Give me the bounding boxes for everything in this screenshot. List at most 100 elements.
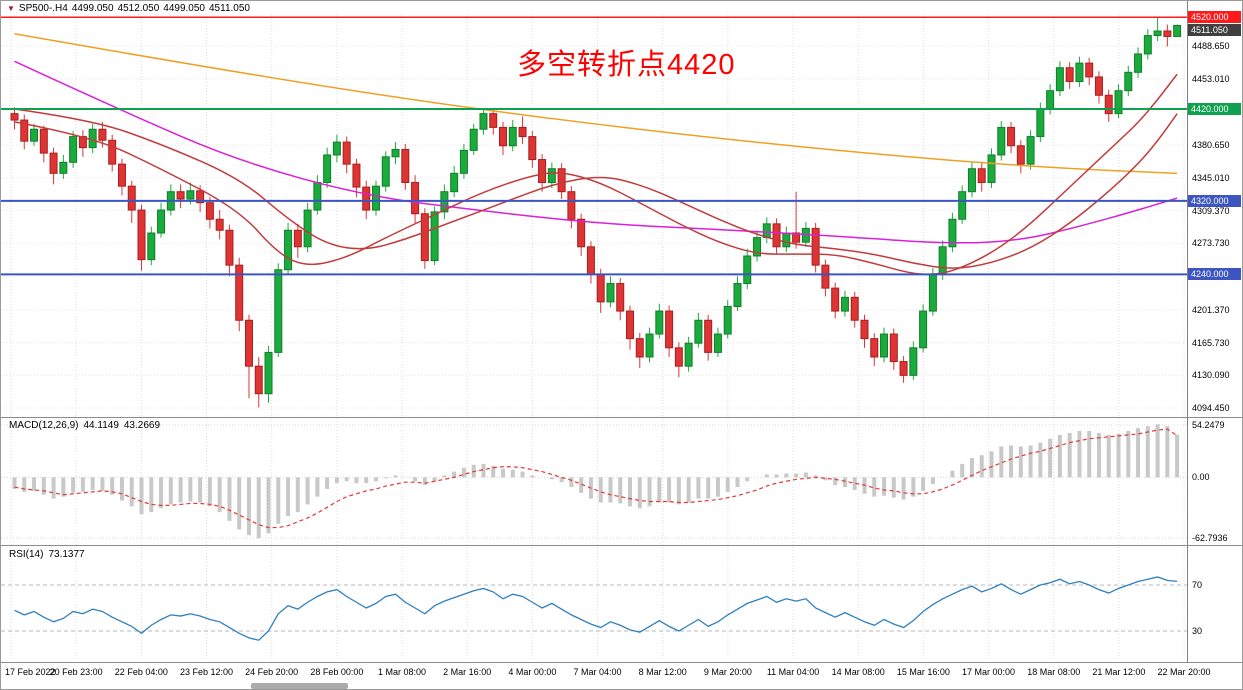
price-axis-label: 4273.730 bbox=[1192, 238, 1230, 249]
candle bbox=[528, 136, 537, 161]
candle bbox=[205, 202, 214, 220]
candle bbox=[313, 182, 322, 211]
candle bbox=[547, 168, 556, 184]
candle bbox=[157, 209, 166, 234]
candle bbox=[1007, 126, 1016, 147]
candle bbox=[645, 333, 654, 358]
candle bbox=[176, 191, 185, 200]
candle bbox=[362, 186, 371, 211]
candle bbox=[1163, 30, 1172, 37]
ohlc-open: 4499.050 bbox=[71, 3, 114, 14]
panel-separator[interactable] bbox=[1, 417, 1242, 418]
price-axis-label: 4130.090 bbox=[1192, 370, 1230, 381]
ohlc-low: 4499.050 bbox=[163, 3, 205, 14]
candle bbox=[1085, 62, 1094, 78]
ma-mid-magenta bbox=[14, 60, 1178, 244]
candle bbox=[870, 338, 879, 358]
candle bbox=[1173, 24, 1182, 37]
candle bbox=[352, 163, 361, 188]
price-badge: 4240.000 bbox=[1188, 268, 1241, 281]
candle bbox=[1153, 30, 1162, 37]
time-axis-label: 23 Feb 12:00 bbox=[179, 667, 234, 677]
candle bbox=[98, 128, 107, 141]
price-axis-label: 4201.370 bbox=[1192, 304, 1230, 315]
price-axis-label: 4094.450 bbox=[1192, 403, 1230, 413]
candle bbox=[889, 333, 898, 363]
macd-value: 44.1149 bbox=[83, 420, 119, 431]
candle bbox=[293, 229, 302, 248]
time-axis-label: 8 Mar 12:00 bbox=[638, 667, 687, 677]
candle bbox=[938, 246, 947, 275]
candle bbox=[137, 209, 146, 261]
time-axis-label: 24 Feb 20:00 bbox=[245, 667, 299, 677]
macd-axis-label: -62.7936 bbox=[1192, 533, 1228, 543]
rsi-indicator-label: RSI(14) 73.1377 bbox=[9, 549, 90, 560]
candle bbox=[459, 149, 468, 174]
time-axis-label: 15 Mar 16:00 bbox=[896, 667, 950, 677]
candle bbox=[606, 283, 615, 303]
time-axis-label: 11 Mar 04:00 bbox=[766, 667, 820, 677]
candle bbox=[10, 113, 19, 121]
price-axis-label: 4165.730 bbox=[1192, 337, 1230, 348]
candle bbox=[596, 273, 605, 303]
time-axis-label: 2 Mar 16:00 bbox=[443, 667, 492, 677]
candle bbox=[332, 141, 341, 156]
candle bbox=[518, 126, 527, 138]
candle bbox=[909, 347, 918, 376]
time-axis-label: 22 Feb 04:00 bbox=[114, 667, 168, 677]
price-axis-label: 4345.010 bbox=[1192, 172, 1230, 183]
ohlc-close: 4511.050 bbox=[209, 3, 250, 14]
candle bbox=[254, 365, 263, 395]
candle bbox=[850, 296, 859, 321]
candle bbox=[899, 361, 908, 376]
candle bbox=[39, 128, 48, 154]
candle bbox=[665, 310, 674, 349]
price-badge: 4520.000 bbox=[1188, 11, 1241, 24]
candle bbox=[117, 163, 126, 187]
chart-ohlc-readout: ▼ SP500-.H4 4499.050 4512.050 4499.050 4511.0… bbox=[7, 3, 254, 14]
candle bbox=[977, 168, 986, 184]
candle bbox=[1075, 62, 1084, 82]
macd-axis-label: 54.2479 bbox=[1192, 420, 1225, 430]
candle bbox=[1046, 90, 1055, 110]
time-axis-label: 22 Mar 20:00 bbox=[1157, 667, 1211, 677]
candle bbox=[860, 319, 869, 340]
candle bbox=[792, 232, 801, 243]
time-axis-label: 7 Mar 04:00 bbox=[573, 667, 622, 677]
candle bbox=[147, 232, 156, 261]
macd-signal-line bbox=[14, 428, 1178, 529]
candle bbox=[381, 156, 390, 187]
panel-separator[interactable] bbox=[1, 545, 1242, 546]
candle bbox=[244, 319, 253, 367]
candle bbox=[108, 139, 117, 165]
candle bbox=[831, 287, 840, 312]
candle bbox=[567, 191, 576, 220]
panel-separator bbox=[1, 662, 1242, 663]
ma-long-orange bbox=[14, 33, 1178, 175]
candle bbox=[215, 218, 224, 231]
candle bbox=[958, 191, 967, 220]
candle bbox=[196, 190, 205, 204]
price-axis[interactable]: 4488.650 4453.010 4380.650 4345.010 4309.370… bbox=[1187, 1, 1242, 663]
candle bbox=[733, 283, 742, 307]
candle bbox=[557, 168, 566, 193]
candle bbox=[538, 159, 547, 184]
price-axis-label: 4453.010 bbox=[1192, 73, 1230, 84]
chart-annotation-text[interactable]: 多空转折点4420 bbox=[517, 49, 736, 81]
candle bbox=[1124, 71, 1133, 92]
candle bbox=[479, 113, 488, 130]
candle bbox=[987, 154, 996, 184]
candle bbox=[1026, 136, 1035, 165]
candle bbox=[420, 213, 429, 262]
horizontal-scrollbar-thumb[interactable] bbox=[251, 683, 348, 689]
chart-canvas[interactable] bbox=[1, 1, 1187, 663]
time-axis-label: 14 Mar 08:00 bbox=[831, 667, 885, 677]
time-axis[interactable]: 17 Feb 2022 20 Feb 23:00 22 Feb 04:00 23 Fe… bbox=[1, 663, 1242, 689]
symbol-label: SP500-.H4 bbox=[18, 3, 68, 14]
candle bbox=[1134, 53, 1143, 73]
price-axis-label: 4309.370 bbox=[1192, 205, 1230, 216]
candle bbox=[342, 141, 351, 165]
candle bbox=[186, 190, 195, 200]
candle bbox=[684, 342, 693, 367]
